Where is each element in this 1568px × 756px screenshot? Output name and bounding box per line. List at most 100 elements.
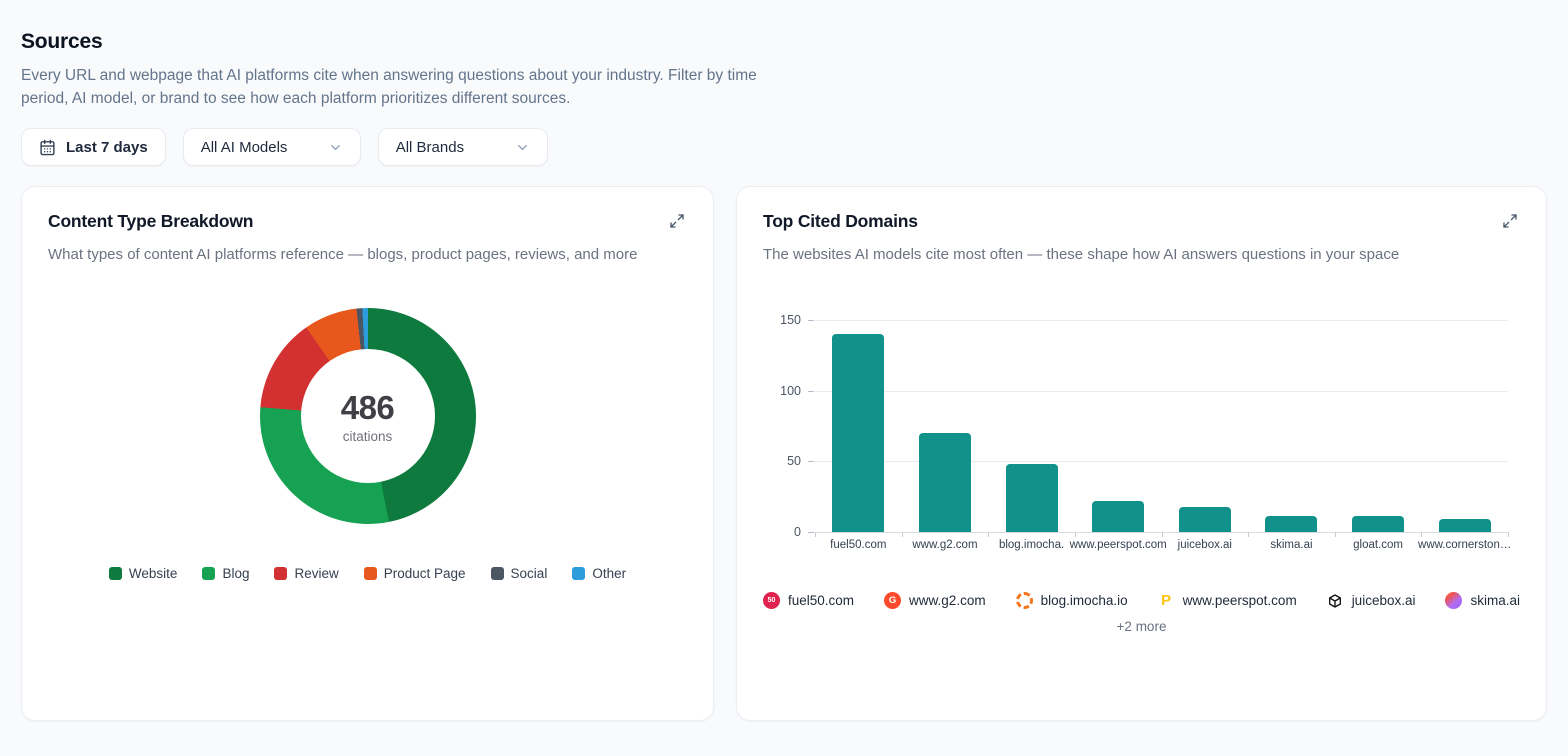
cards-row: Content Type Breakdown What types of con…	[21, 186, 1547, 721]
page-description: Every URL and webpage that AI platforms …	[21, 67, 757, 107]
x-axis-tick	[1508, 532, 1509, 537]
bar	[918, 433, 971, 532]
legend-item: Product Page	[363, 566, 466, 581]
bar	[1265, 516, 1318, 532]
bar	[832, 334, 885, 532]
legend-label: Blog	[222, 566, 250, 581]
top-domains-bar-chart: 150 100 50 0 fuel50.com www.g2.com blog.imocha…	[763, 313, 1520, 551]
x-axis-tick	[1074, 532, 1076, 537]
chevron-down-icon	[515, 140, 530, 155]
bar	[1352, 516, 1405, 532]
y-axis-label: 150	[780, 313, 801, 327]
card-title: Top Cited Domains	[763, 211, 918, 231]
filter-bar: Last 7 days All AI Models All Brands	[21, 128, 1547, 166]
legend-swatch	[202, 567, 216, 580]
sources-page: Sources Every URL and webpage that AI pl…	[21, 30, 1547, 721]
legend-label: Social	[510, 566, 548, 581]
top-cited-domains-card: Top Cited Domains The websites AI models…	[736, 186, 1547, 721]
calendar-icon	[39, 139, 56, 156]
legend-swatch	[108, 567, 122, 580]
ai-model-filter-dropdown[interactable]: All AI Models	[182, 128, 361, 166]
bar-x-label: fuel50.com	[830, 539, 887, 551]
juicebox-favicon-icon	[1327, 592, 1344, 609]
bar	[1005, 464, 1058, 532]
legend-label: Other	[592, 566, 627, 581]
favicon-legend-label: juicebox.ai	[1351, 593, 1416, 608]
y-axis-label: 50	[787, 454, 801, 469]
ai-model-filter-value: All AI Models	[200, 138, 288, 156]
legend-label: Product Page	[383, 566, 466, 581]
expand-button[interactable]	[1500, 211, 1520, 234]
legend-label: Review	[294, 566, 339, 581]
legend-swatch	[490, 567, 504, 580]
gridline	[808, 461, 1508, 463]
content-type-breakdown-card: Content Type Breakdown What types of con…	[21, 186, 714, 721]
bar-x-label: www.peerspot.com	[1069, 539, 1167, 551]
content-type-donut-chart: 486 citations	[259, 308, 476, 524]
bar	[1178, 506, 1231, 532]
x-axis-tick	[988, 532, 990, 537]
skima-favicon-icon	[1445, 592, 1463, 609]
more-domains-label[interactable]: +2 more	[1116, 619, 1167, 634]
citations-total: 486	[340, 388, 395, 426]
brand-filter-value: All Brands	[395, 138, 465, 156]
imocha-favicon-icon	[1015, 592, 1033, 609]
bar-x-label: www.cornerston…	[1418, 539, 1512, 551]
content-type-legend: Website Blog Review Product Page Social Other	[48, 566, 687, 581]
legend-item: Social	[490, 566, 548, 581]
x-axis-tick	[1421, 532, 1423, 537]
card-subtitle: What types of content AI platforms refer…	[48, 246, 638, 263]
bar-plot-area: 150 100 50 0 fuel50.com www.g2.com blog.imocha…	[780, 313, 1511, 551]
bar-x-label: skima.ai	[1270, 539, 1313, 551]
citations-caption: citations	[342, 428, 393, 444]
x-axis-tick	[1248, 532, 1250, 537]
chevron-down-icon	[328, 140, 343, 155]
legend-item: Review	[274, 566, 339, 581]
y-axis-label: 0	[794, 525, 801, 539]
bar-x-label: www.g2.com	[912, 539, 978, 551]
favicon-legend-item[interactable]: blog.imocha.io	[1015, 592, 1128, 609]
page-title: Sources	[21, 30, 103, 53]
legend-swatch	[363, 567, 377, 580]
bar-x-label: gloat.com	[1353, 539, 1403, 551]
y-axis-label: 100	[780, 383, 801, 398]
x-axis-tick	[815, 532, 816, 537]
favicon-legend-label: www.g2.com	[909, 593, 986, 608]
favicon-legend-item[interactable]: skima.ai	[1445, 592, 1520, 609]
legend-swatch	[572, 567, 586, 580]
favicon-legend-label: www.peerspot.com	[1182, 593, 1297, 608]
x-axis-tick	[1161, 532, 1163, 537]
favicon-legend-item[interactable]: juicebox.ai	[1327, 592, 1416, 609]
favicon-legend-label: fuel50.com	[788, 593, 855, 608]
favicon-legend-label: skima.ai	[1470, 593, 1520, 608]
expand-icon	[1503, 214, 1517, 228]
bar	[1438, 519, 1491, 532]
legend-item: Website	[108, 566, 178, 581]
legend-swatch	[274, 567, 288, 580]
gridline	[808, 390, 1508, 392]
gridline	[808, 320, 1508, 321]
date-range-label: Last 7 days	[66, 138, 148, 156]
fuel50-favicon-icon: 50	[763, 592, 780, 609]
bar-x-label: juicebox.ai	[1177, 539, 1232, 551]
favicon-legend-item[interactable]: 50 fuel50.com	[763, 592, 854, 609]
expand-button[interactable]	[667, 211, 687, 234]
legend-item: Other	[572, 566, 626, 581]
brand-filter-dropdown[interactable]: All Brands	[377, 128, 548, 166]
legend-label: Website	[128, 566, 178, 581]
card-title: Content Type Breakdown	[48, 211, 254, 231]
legend-item: Blog	[202, 566, 249, 581]
g2-favicon-icon: G	[884, 592, 902, 609]
expand-icon	[670, 214, 684, 228]
x-axis-tick	[901, 532, 903, 537]
date-range-button[interactable]: Last 7 days	[21, 128, 166, 166]
peerspot-favicon-icon: P	[1161, 592, 1172, 609]
bar-x-label: blog.imocha.	[998, 539, 1065, 551]
card-subtitle: The websites AI models cite most often —…	[763, 246, 1400, 263]
donut-center: 486 citations	[300, 349, 435, 483]
x-axis-tick	[1334, 532, 1336, 537]
bar	[1092, 500, 1145, 532]
